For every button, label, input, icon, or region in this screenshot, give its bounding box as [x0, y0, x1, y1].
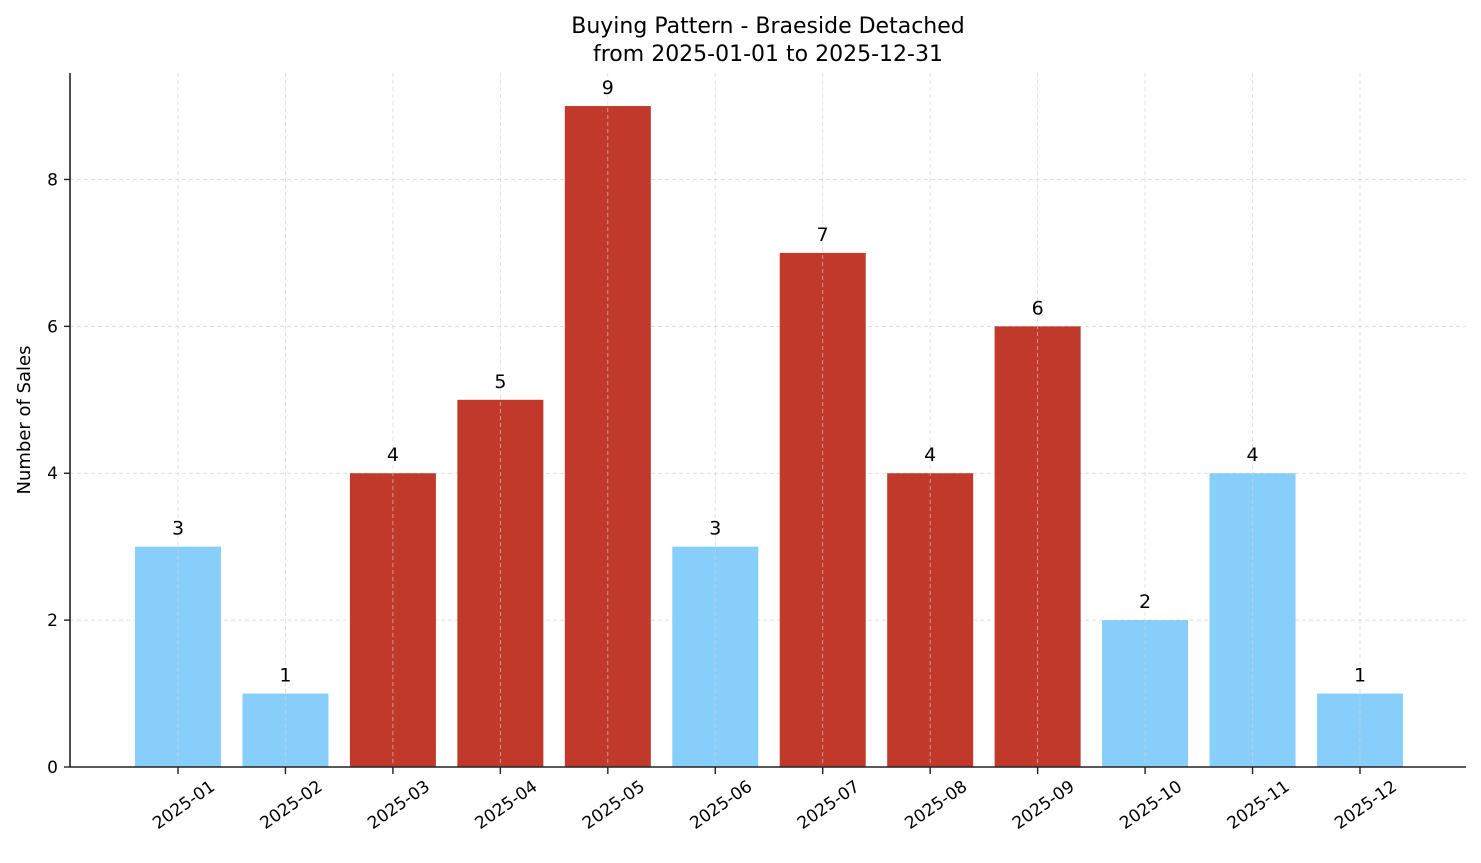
- x-tick-label: 2025-05: [579, 777, 649, 834]
- y-axis-ticks: 0 2 4 6 8: [47, 170, 70, 778]
- x-tick-label: 2025-09: [1009, 777, 1079, 834]
- bar-value-label: 9: [602, 77, 614, 99]
- bar-value-label: 5: [494, 371, 506, 393]
- bar-2025-09: [994, 326, 1081, 767]
- x-axis-ticks: 2025-01 2025-02 2025-03 2025-04 2025-05 2025-…: [149, 767, 1401, 834]
- y-tick-label: 0: [47, 758, 58, 778]
- x-tick-label: 2025-12: [1331, 777, 1401, 834]
- x-tick-label: 2025-10: [1116, 777, 1186, 834]
- y-tick-label: 2: [47, 611, 58, 631]
- bar-value-label: 4: [924, 444, 936, 466]
- bar-2025-10: [1102, 620, 1189, 767]
- x-tick-label: 2025-01: [149, 777, 219, 834]
- bar-value-label: 4: [387, 444, 399, 466]
- chart-title: Buying Pattern - Braeside Detached: [571, 14, 965, 39]
- bar-value-label: 3: [172, 518, 184, 540]
- bar-value-label: 4: [1246, 444, 1258, 466]
- x-tick-label: 2025-07: [794, 777, 864, 834]
- x-tick-label: 2025-06: [686, 777, 756, 834]
- y-axis-label: Number of Sales: [14, 345, 35, 494]
- bar-value-label: 7: [817, 224, 829, 246]
- bar-value-label: 1: [1354, 665, 1366, 687]
- y-tick-label: 4: [47, 464, 58, 484]
- x-tick-label: 2025-03: [364, 777, 434, 834]
- y-tick-label: 8: [47, 170, 58, 190]
- y-tick-label: 6: [47, 317, 58, 337]
- bar-value-label: 6: [1032, 297, 1044, 319]
- bars: [135, 106, 1403, 768]
- chart-subtitle: from 2025-01-01 to 2025-12-31: [593, 42, 943, 67]
- bar-value-label: 1: [279, 665, 291, 687]
- bar-value-label: 3: [709, 518, 721, 540]
- x-tick-label: 2025-04: [472, 777, 542, 834]
- bar-value-labels: 3 1 4 5 9 3 7 4 6 2 4 1: [172, 73, 1366, 767]
- bar-2025-05: [564, 106, 651, 768]
- x-tick-label: 2025-08: [901, 777, 971, 834]
- bar-value-label: 2: [1139, 591, 1151, 613]
- x-tick-label: 2025-11: [1224, 777, 1294, 834]
- x-tick-label: 2025-02: [257, 777, 327, 834]
